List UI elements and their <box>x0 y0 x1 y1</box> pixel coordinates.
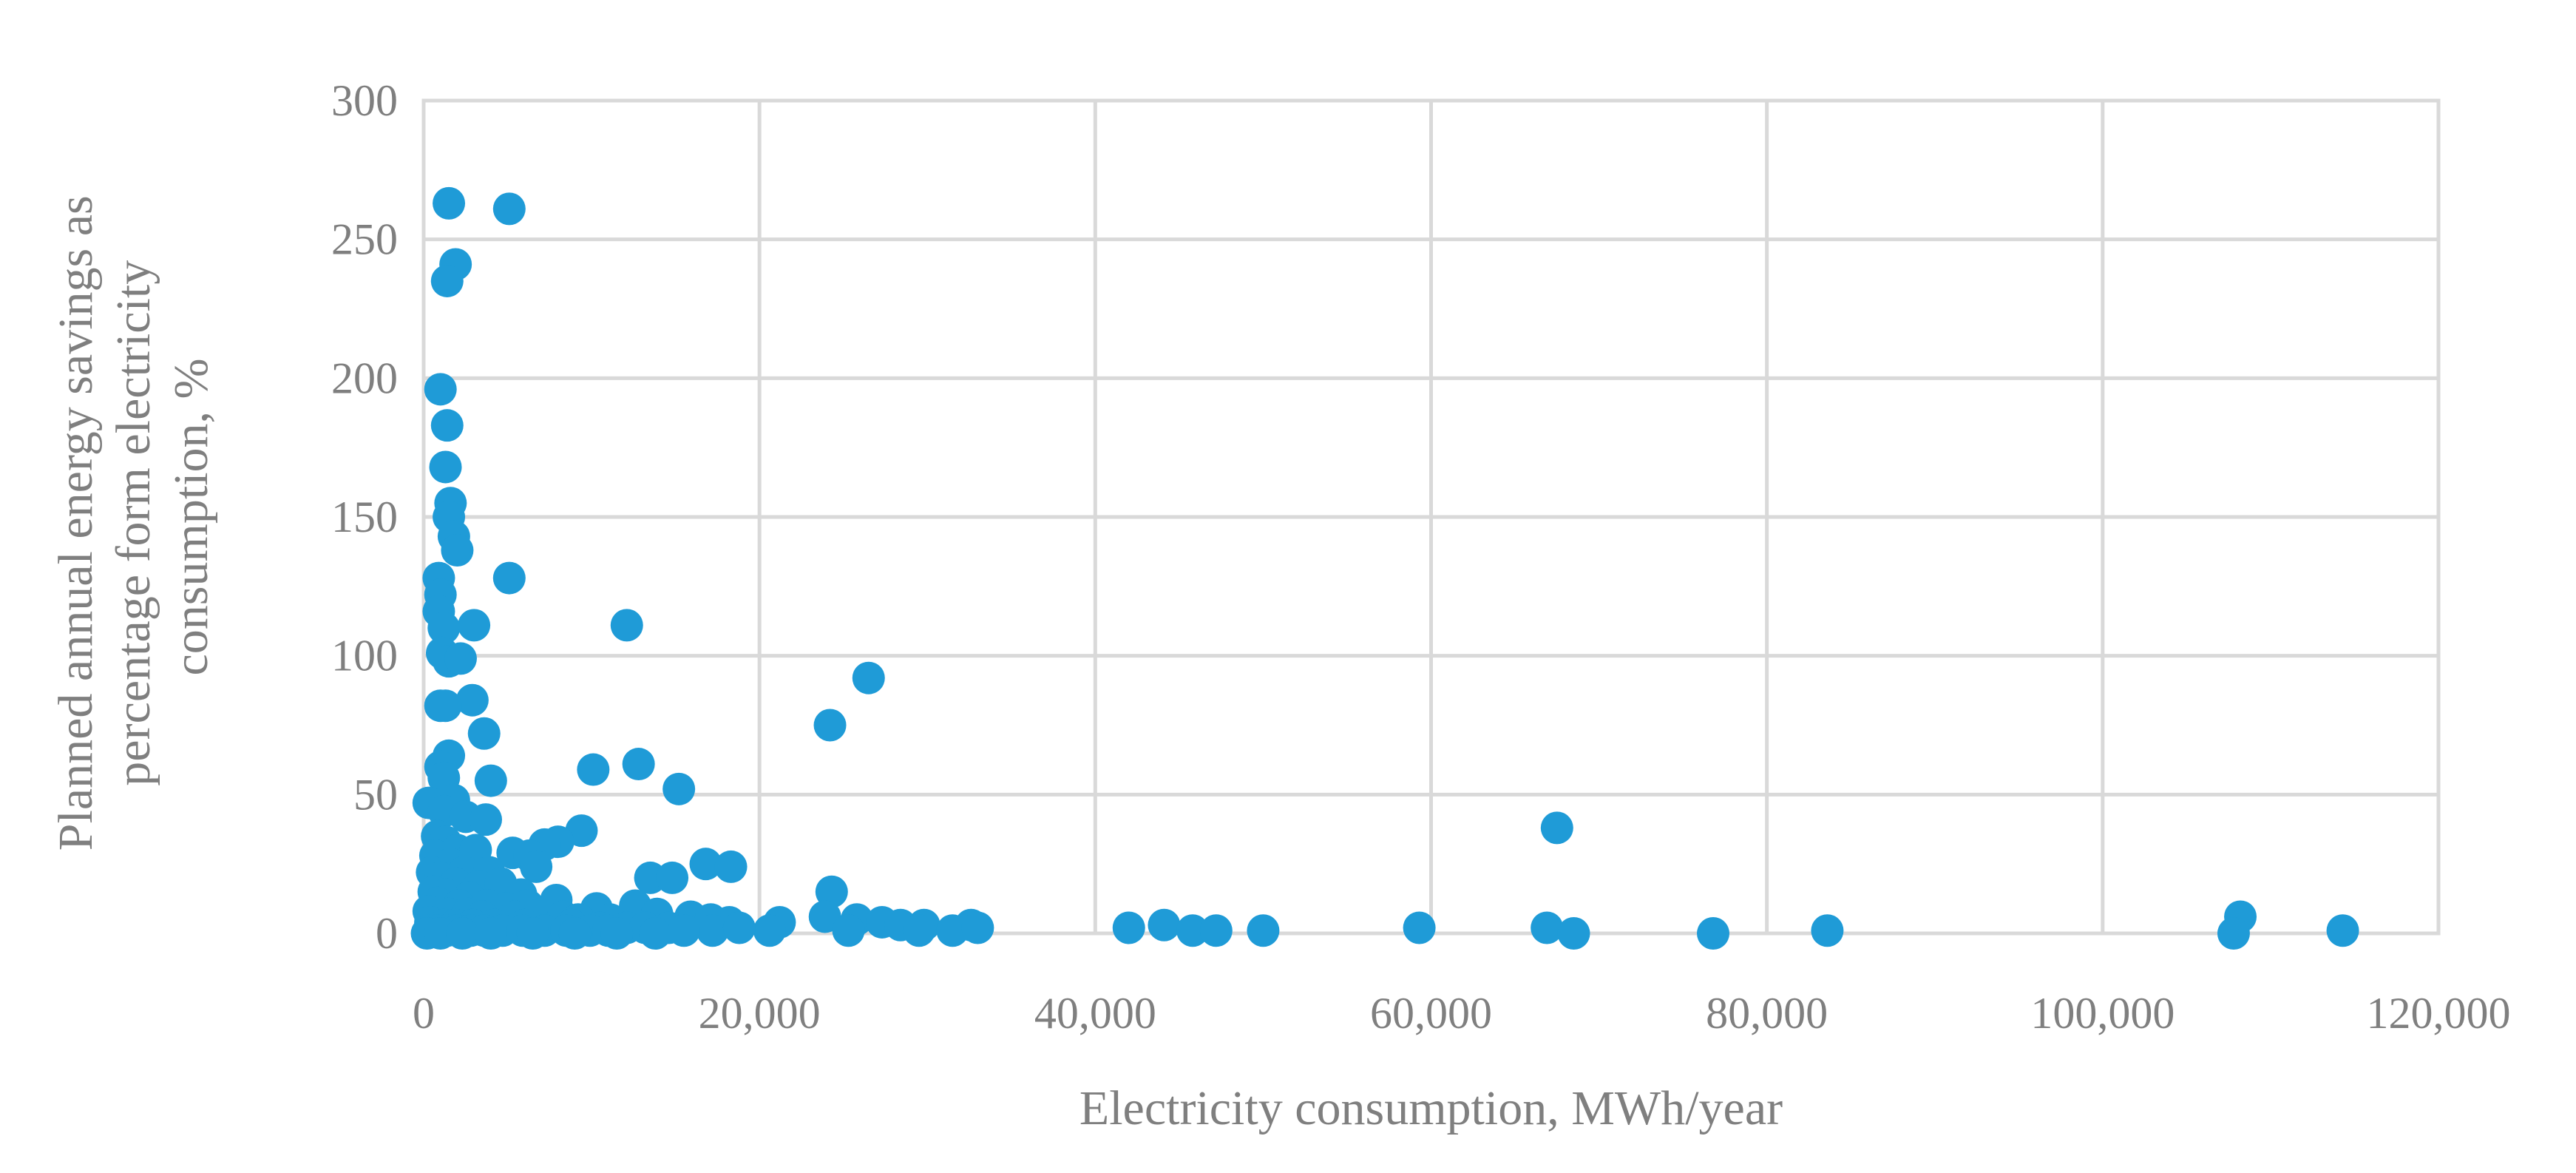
data-point-20 <box>444 642 477 675</box>
data-point-138 <box>639 917 672 950</box>
data-point-59 <box>656 861 689 894</box>
y-tick-label-6: 300 <box>331 76 398 125</box>
data-point-6 <box>429 450 462 484</box>
data-point-15 <box>427 612 461 645</box>
data-point-114 <box>961 911 994 944</box>
data-point-118 <box>1247 914 1280 947</box>
data-point-111 <box>832 914 865 947</box>
data-point-11 <box>492 561 526 595</box>
data-point-25 <box>467 717 501 750</box>
x-tick-label-1: 20,000 <box>699 989 821 1038</box>
data-point-139 <box>667 914 700 947</box>
data-point-16 <box>458 609 491 642</box>
data-point-115 <box>1112 911 1145 944</box>
y-tick-label-3: 150 <box>331 493 398 541</box>
x-tick-label-2: 40,000 <box>1034 989 1156 1038</box>
data-point-120 <box>1531 911 1564 944</box>
data-point-146 <box>600 917 634 950</box>
y-axis-tick-labels: 0 50 100 150 200 250 300 <box>331 76 398 958</box>
data-point-119 <box>1403 911 1436 944</box>
data-point-33 <box>662 772 696 805</box>
data-point-110 <box>753 914 786 947</box>
data-point-38 <box>470 803 503 836</box>
data-point-24 <box>429 689 462 723</box>
data-point-4 <box>424 373 457 406</box>
y-axis-title-line-2: percentage form electricity <box>106 260 160 786</box>
x-tick-label-4: 80,000 <box>1706 989 1828 1038</box>
data-points <box>410 186 2359 950</box>
x-axis-tick-labels: 0 20,000 40,000 60,000 80,000 100,000 120,000 <box>413 989 2511 1038</box>
x-tick-label-0: 0 <box>413 989 435 1038</box>
data-point-96 <box>1148 908 1181 942</box>
x-tick-label-3: 60,000 <box>1370 989 1492 1038</box>
data-point-21 <box>852 661 885 694</box>
data-point-121 <box>1557 917 1590 950</box>
data-point-124 <box>2217 917 2250 950</box>
data-point-32 <box>474 764 507 797</box>
data-point-112 <box>902 914 935 947</box>
grid-lines <box>421 98 2441 936</box>
data-point-117 <box>1199 914 1233 947</box>
data-point-147 <box>722 911 756 944</box>
data-point-5 <box>430 409 464 442</box>
data-point-53 <box>689 848 722 881</box>
data-point-116 <box>1176 914 1210 947</box>
y-tick-label-5: 250 <box>331 215 398 264</box>
y-axis-title-line-3: consumption, % <box>164 359 218 676</box>
data-point-122 <box>1697 917 1729 950</box>
data-point-1 <box>492 192 526 226</box>
data-point-30 <box>577 753 610 786</box>
data-point-113 <box>936 914 969 947</box>
data-point-29 <box>622 748 655 781</box>
data-point-142 <box>446 917 479 950</box>
data-point-3 <box>430 264 464 297</box>
data-point-17 <box>610 609 643 642</box>
x-axis-title: Electricity consumption, MWh/year <box>1079 1081 1783 1135</box>
data-point-22 <box>455 683 489 717</box>
data-point-123 <box>1811 914 1844 947</box>
data-point-68 <box>815 875 848 908</box>
x-tick-label-5: 100,000 <box>2030 989 2175 1038</box>
y-axis-title: Planned annual energy savings as percent… <box>49 183 218 851</box>
data-point-144 <box>516 917 549 950</box>
data-point-145 <box>558 917 592 950</box>
data-point-39 <box>1540 811 1573 845</box>
data-point-125 <box>2326 914 2359 947</box>
x-tick-label-6: 120,000 <box>2367 989 2511 1038</box>
data-point-109 <box>696 914 729 947</box>
data-point-10 <box>441 534 474 567</box>
data-point-0 <box>433 186 466 220</box>
y-tick-label-1: 50 <box>353 770 398 819</box>
y-axis-title-line-1: Planned annual energy savings as <box>49 195 103 851</box>
y-tick-label-0: 0 <box>376 909 398 958</box>
data-point-143 <box>474 917 507 950</box>
y-tick-label-4: 200 <box>331 354 398 402</box>
data-point-90 <box>808 900 841 933</box>
data-point-26 <box>813 709 847 742</box>
y-tick-label-2: 100 <box>331 632 398 680</box>
data-point-54 <box>714 850 748 883</box>
data-point-55 <box>520 850 553 883</box>
